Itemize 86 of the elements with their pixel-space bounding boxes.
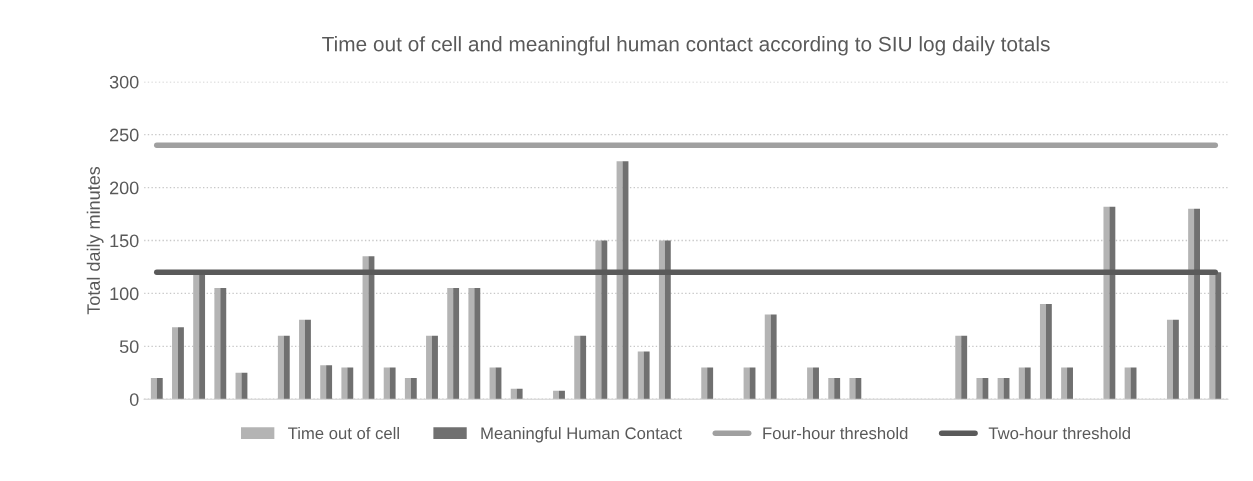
bar [616, 161, 623, 400]
bar [426, 335, 432, 400]
bar [743, 367, 750, 400]
bar [326, 365, 333, 400]
bar [1194, 208, 1200, 400]
bar [510, 388, 517, 400]
bar [1045, 303, 1052, 400]
bar [849, 378, 856, 400]
bar [410, 378, 417, 400]
bar [955, 335, 962, 400]
bar [383, 367, 390, 400]
bar [431, 335, 438, 400]
bar [453, 288, 460, 400]
bar [595, 240, 602, 400]
bar [559, 390, 565, 400]
bar [220, 288, 227, 400]
bar [341, 367, 348, 400]
bar [1124, 367, 1131, 400]
legend-label: Four-hour threshold [763, 426, 908, 440]
bar [1188, 208, 1195, 400]
y-tick-label: 250 [110, 128, 139, 142]
bar [961, 335, 968, 400]
bar [1215, 272, 1222, 400]
bar [637, 351, 644, 400]
bar [150, 378, 157, 400]
bar [1067, 367, 1073, 400]
y-tick-label: 50 [119, 340, 139, 354]
bar [1039, 303, 1046, 400]
bar [495, 367, 502, 400]
bar [982, 378, 989, 400]
bar [976, 378, 983, 400]
bar [1209, 272, 1216, 400]
bar [574, 335, 581, 400]
bar [389, 367, 396, 400]
legend-label: Meaningful Human Contact [481, 426, 682, 443]
bar [1103, 206, 1110, 400]
bar [1166, 319, 1173, 400]
bar [658, 240, 665, 400]
y-tick-label: 100 [110, 287, 139, 301]
bar [172, 327, 178, 400]
bar [241, 372, 248, 400]
bar [770, 314, 777, 400]
bar [707, 367, 714, 400]
bar [834, 378, 841, 400]
bar [320, 365, 327, 400]
bar [516, 388, 523, 400]
bar [447, 288, 454, 400]
legend-label: Time out of cell [288, 426, 399, 440]
bar [855, 378, 862, 400]
bar [1061, 367, 1068, 400]
bar [701, 367, 708, 400]
bar [643, 351, 650, 400]
bar [580, 335, 587, 400]
bar [156, 378, 163, 400]
bar [813, 367, 819, 400]
chart-title: Time out of cell and meaningful human contact according to SIU log daily totals [322, 36, 1050, 56]
bar [193, 272, 200, 400]
bar [828, 378, 835, 400]
bar [347, 367, 354, 400]
bar [601, 240, 608, 400]
bar [1109, 206, 1116, 400]
bar [404, 378, 411, 400]
bar [277, 335, 284, 400]
bar [764, 314, 771, 400]
bar [468, 288, 475, 400]
bar [299, 319, 305, 400]
bar [997, 378, 1004, 400]
bar [214, 288, 221, 400]
bar [283, 335, 290, 400]
y-tick-label: 0 [129, 393, 139, 406]
bar [368, 256, 375, 400]
bar [1172, 319, 1179, 400]
bar [553, 390, 559, 400]
bar [177, 327, 184, 400]
y-tick-label: 300 [109, 75, 139, 89]
bar [199, 272, 206, 400]
bar [664, 240, 671, 400]
y-axis-title: Total daily minutes [86, 166, 104, 315]
bar [1018, 367, 1025, 400]
legend-label: Two-hour threshold [988, 426, 1130, 440]
y-tick-label: 200 [110, 181, 139, 195]
bar [807, 367, 814, 400]
bar [304, 319, 311, 400]
bar [1024, 367, 1031, 400]
y-tick-label: 150 [110, 234, 139, 248]
bar [474, 288, 481, 400]
